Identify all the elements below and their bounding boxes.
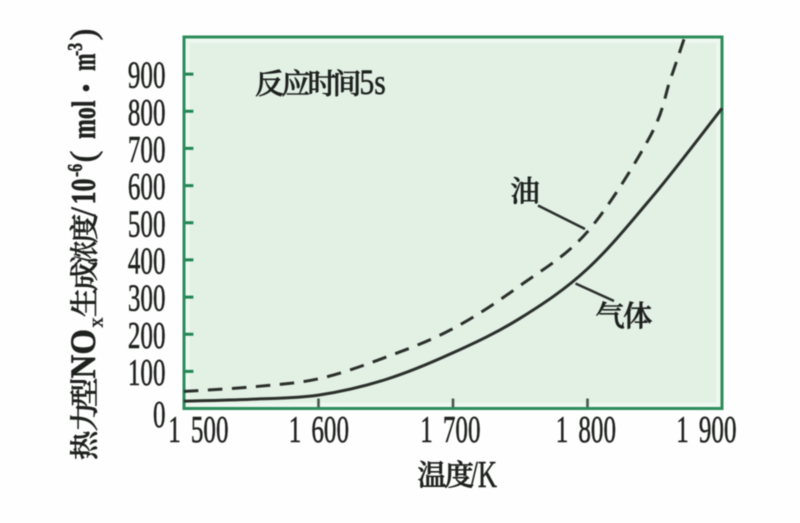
svg-text:x: x <box>85 318 107 328</box>
svg-text:/: / <box>63 207 103 217</box>
svg-text:600: 600 <box>128 165 166 207</box>
svg-text:1: 1 <box>556 408 569 450</box>
svg-text:700: 700 <box>443 408 481 450</box>
svg-text:(: ( <box>63 151 103 163</box>
svg-text:500: 500 <box>128 202 166 244</box>
svg-text:1: 1 <box>289 408 302 450</box>
svg-text:10: 10 <box>64 179 103 205</box>
svg-text:1: 1 <box>420 408 433 450</box>
svg-text:400: 400 <box>128 239 166 281</box>
svg-text:NO: NO <box>63 329 103 379</box>
svg-text:-3: -3 <box>64 43 88 56</box>
svg-text:600: 600 <box>311 408 349 450</box>
svg-text:/K: /K <box>471 455 498 497</box>
svg-text:300: 300 <box>128 276 166 318</box>
svg-text:m: m <box>66 54 103 72</box>
svg-text:800: 800 <box>578 408 616 450</box>
svg-text:0: 0 <box>153 393 166 435</box>
svg-text:900: 900 <box>128 53 166 95</box>
svg-text:800: 800 <box>128 91 166 133</box>
svg-text:900: 900 <box>699 408 737 450</box>
svg-text:200: 200 <box>128 314 166 356</box>
svg-text:-6: -6 <box>64 164 88 177</box>
svg-text:5s: 5s <box>360 63 386 102</box>
svg-text:1: 1 <box>676 408 689 450</box>
svg-text:): ) <box>63 29 103 41</box>
svg-text:100: 100 <box>128 351 166 393</box>
svg-text:700: 700 <box>128 128 166 170</box>
svg-text:500: 500 <box>191 408 229 450</box>
svg-text:1: 1 <box>168 408 181 450</box>
svg-text:mol: mol <box>66 101 103 140</box>
